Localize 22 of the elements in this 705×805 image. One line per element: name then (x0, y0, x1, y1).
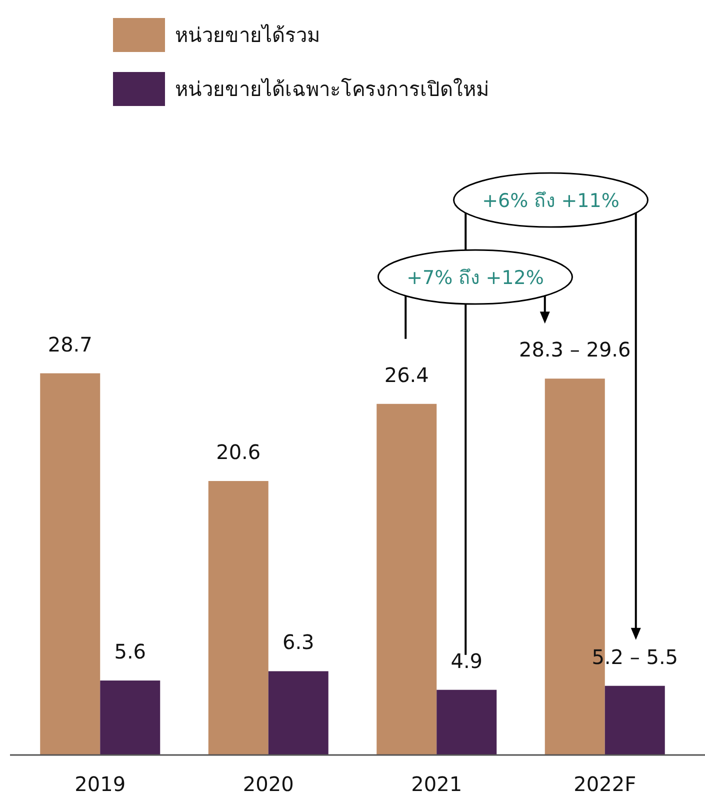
data-label: 28.7 (48, 332, 92, 356)
text: +6% ถึง +11% (482, 190, 620, 212)
x-tick-label: 2019 (74, 772, 126, 796)
bar (376, 404, 437, 755)
data-label: 26.4 (384, 362, 429, 387)
data-label: 5.6 (114, 640, 146, 664)
data-label: 28.3 – 29.6 (518, 338, 631, 362)
bar (100, 680, 160, 755)
data-label: 4.9 (450, 648, 483, 673)
text: +7% ถึง +12% (406, 267, 544, 289)
data-label: 6.3 (282, 630, 314, 654)
bar (40, 373, 100, 755)
data-label: 20.6 (216, 440, 261, 464)
x-tick-label: 2020 (242, 772, 294, 796)
bar (436, 690, 497, 755)
x-tick-label: 2021 (411, 772, 462, 796)
legend-label: หน่วยขายได้รวม (175, 23, 320, 47)
bar (604, 686, 665, 755)
legend-label: หน่วยขายได้เฉพาะโครงการเปิดใหม่ (175, 77, 489, 101)
bar (268, 671, 328, 755)
bar (208, 481, 268, 755)
x-tick-label: 2022F (574, 772, 636, 796)
